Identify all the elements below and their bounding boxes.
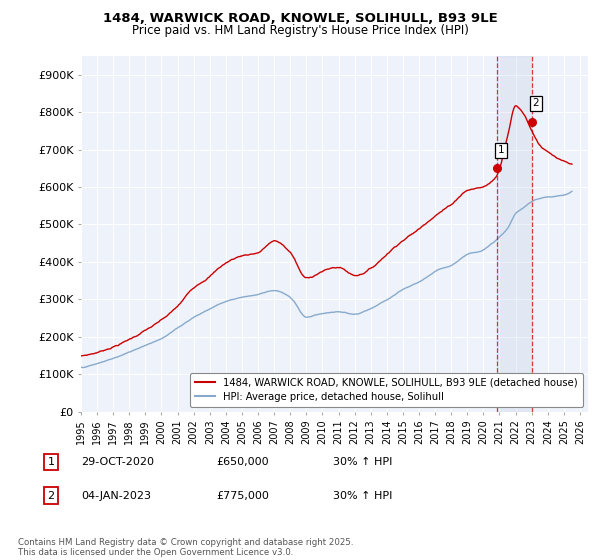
Text: £775,000: £775,000: [216, 491, 269, 501]
Text: 04-JAN-2023: 04-JAN-2023: [81, 491, 151, 501]
Text: 2: 2: [533, 99, 539, 109]
Text: Contains HM Land Registry data © Crown copyright and database right 2025.
This d: Contains HM Land Registry data © Crown c…: [18, 538, 353, 557]
Text: 29-OCT-2020: 29-OCT-2020: [81, 457, 154, 467]
Text: 1484, WARWICK ROAD, KNOWLE, SOLIHULL, B93 9LE: 1484, WARWICK ROAD, KNOWLE, SOLIHULL, B9…: [103, 12, 497, 25]
Text: 1: 1: [47, 457, 55, 467]
Legend: 1484, WARWICK ROAD, KNOWLE, SOLIHULL, B93 9LE (detached house), HPI: Average pri: 1484, WARWICK ROAD, KNOWLE, SOLIHULL, B9…: [190, 372, 583, 407]
Bar: [497, 56, 532, 412]
Text: Price paid vs. HM Land Registry's House Price Index (HPI): Price paid vs. HM Land Registry's House …: [131, 24, 469, 36]
Text: £650,000: £650,000: [216, 457, 269, 467]
Text: 1: 1: [497, 145, 504, 155]
Text: 2: 2: [47, 491, 55, 501]
Text: 30% ↑ HPI: 30% ↑ HPI: [333, 457, 392, 467]
Text: 30% ↑ HPI: 30% ↑ HPI: [333, 491, 392, 501]
